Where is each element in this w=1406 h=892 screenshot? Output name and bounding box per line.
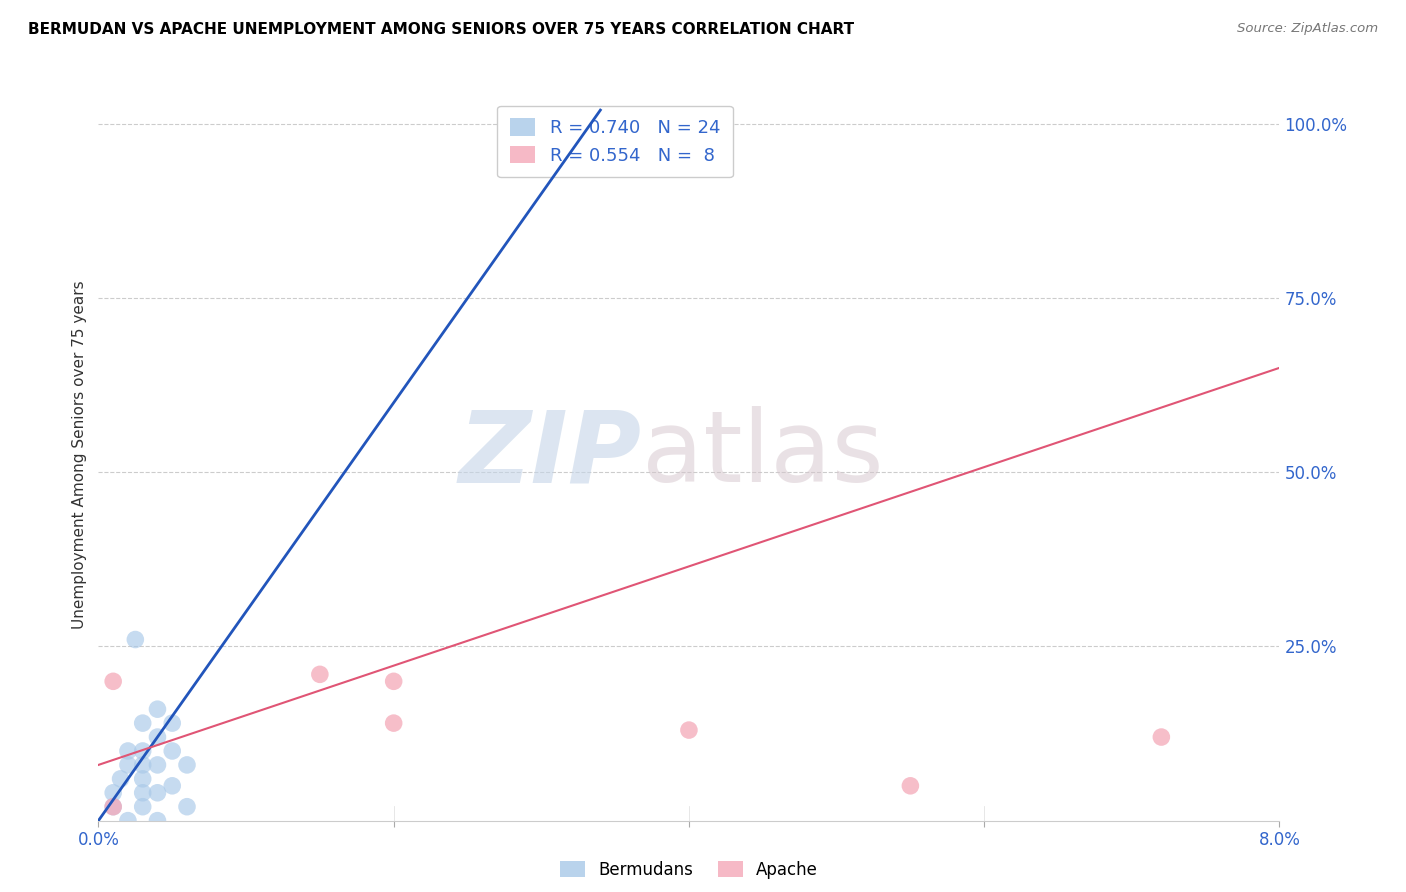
Point	[103, 674, 124, 689]
Point	[146, 786, 169, 800]
Legend: Bermudans, Apache: Bermudans, Apache	[553, 855, 825, 886]
Point	[132, 799, 155, 814]
Point	[162, 716, 183, 731]
Point	[176, 758, 198, 772]
Y-axis label: Unemployment Among Seniors over 75 years: Unemployment Among Seniors over 75 years	[72, 281, 87, 629]
Point	[162, 744, 183, 758]
Point	[146, 730, 169, 744]
Point	[132, 786, 155, 800]
Text: BERMUDAN VS APACHE UNEMPLOYMENT AMONG SENIORS OVER 75 YEARS CORRELATION CHART: BERMUDAN VS APACHE UNEMPLOYMENT AMONG SE…	[28, 22, 855, 37]
Point	[176, 799, 198, 814]
Point	[308, 667, 332, 681]
Point	[382, 716, 405, 731]
Point	[1150, 730, 1173, 744]
Point	[146, 814, 169, 828]
Point	[110, 772, 132, 786]
Point	[117, 814, 139, 828]
Point	[678, 723, 700, 737]
Point	[124, 632, 146, 647]
Text: atlas: atlas	[641, 407, 883, 503]
Point	[103, 799, 124, 814]
Point	[117, 744, 139, 758]
Point	[162, 779, 183, 793]
Point	[898, 779, 921, 793]
Point	[132, 758, 155, 772]
Point	[146, 702, 169, 716]
Point	[132, 744, 155, 758]
Point	[117, 758, 139, 772]
Point	[103, 786, 124, 800]
Point	[382, 674, 405, 689]
Text: ZIP: ZIP	[458, 407, 641, 503]
Point	[132, 716, 155, 731]
Point	[132, 772, 155, 786]
Point	[146, 758, 169, 772]
Point	[103, 799, 124, 814]
Point	[574, 117, 596, 131]
Text: Source: ZipAtlas.com: Source: ZipAtlas.com	[1237, 22, 1378, 36]
